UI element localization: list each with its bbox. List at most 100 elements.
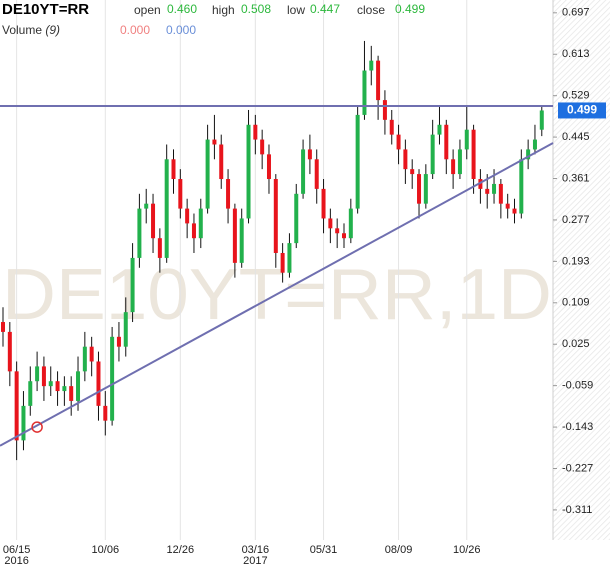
candle-body: [532, 139, 537, 150]
candle-body: [144, 203, 149, 209]
candle-body: [335, 228, 340, 234]
candle-body: [62, 386, 67, 392]
volume-value: 0.000: [120, 23, 150, 37]
candle-body: [7, 331, 12, 372]
x-year-label: 2017: [243, 555, 267, 567]
candle-body: [130, 257, 135, 313]
candle-body: [519, 159, 524, 214]
candle-body: [110, 336, 115, 421]
candle-body: [301, 149, 306, 194]
candle-body: [96, 361, 101, 406]
candle-body: [328, 218, 333, 229]
candle-body: [171, 159, 176, 180]
candle-body: [294, 193, 299, 244]
axis-background: [553, 0, 610, 540]
candle-body: [28, 381, 33, 406]
candle-body: [191, 223, 196, 239]
candle-body: [362, 70, 367, 115]
y-tick-label: -0.227: [562, 462, 593, 474]
candle-body: [403, 149, 408, 170]
candle-body: [321, 188, 326, 219]
candle-body: [471, 129, 476, 180]
y-tick-label: 0.529: [562, 90, 590, 102]
candle-body: [505, 203, 510, 209]
candle-body: [437, 124, 442, 135]
x-tick-label: 06/15: [3, 544, 31, 556]
volume-label: Volume (9): [2, 23, 60, 37]
candle-body: [157, 238, 162, 258]
volume-param: (9): [45, 23, 60, 37]
symbol: DE10YT=RR: [2, 1, 89, 18]
candle-body: [273, 179, 278, 253]
field-value: 0.499: [395, 2, 425, 16]
volume-name: Volume: [2, 23, 42, 37]
candle-body: [478, 179, 483, 189]
y-tick-label: -0.143: [562, 421, 593, 433]
candle-body: [35, 366, 40, 382]
x-year-label: 2016: [4, 555, 28, 567]
last-price-box: [558, 102, 606, 119]
candle-body: [355, 114, 360, 209]
x-tick-label: 12/26: [167, 544, 195, 556]
candle-body: [253, 124, 258, 140]
candle-body: [116, 336, 121, 347]
candle-body: [103, 405, 108, 421]
x-tick-label: 10/26: [453, 544, 481, 556]
field-value: 0.447: [310, 2, 340, 16]
candle-body: [369, 60, 374, 71]
candle-body: [539, 110, 544, 130]
field-label: low: [287, 3, 305, 17]
candle-body: [123, 312, 128, 347]
field-label: open: [134, 3, 161, 17]
candle-body: [55, 381, 60, 392]
candle-body: [89, 346, 94, 362]
candle-body: [389, 119, 394, 135]
candle-body: [226, 179, 231, 209]
candle-body: [260, 139, 265, 155]
candle-body: [464, 129, 469, 150]
candle-body: [82, 346, 87, 372]
candle-body: [430, 134, 435, 175]
x-tick-label: 08/09: [385, 544, 413, 556]
x-tick-label: 05/31: [310, 544, 338, 556]
last-price-label: 0.499: [567, 103, 597, 117]
candle-body: [21, 405, 26, 441]
field-label: high: [212, 3, 235, 17]
y-tick-label: 0.025: [562, 338, 590, 350]
candle-body: [498, 183, 503, 204]
volume-value: 0.000: [166, 23, 196, 37]
candle-body: [457, 149, 462, 175]
candle-body: [410, 169, 415, 175]
y-tick-label: 0.697: [562, 7, 590, 19]
x-tick-label: 03/16: [242, 544, 270, 556]
field-value: 0.508: [241, 2, 271, 16]
candle-body: [205, 139, 210, 209]
x-tick-label: 10/06: [92, 544, 120, 556]
y-tick-label: 0.109: [562, 297, 590, 309]
candle-body: [307, 149, 312, 160]
candle-body: [48, 381, 53, 387]
candle-body: [485, 188, 490, 194]
candle-body: [348, 208, 353, 239]
trendline: [0, 142, 554, 447]
candle-body: [185, 208, 190, 224]
y-tick-label: 0.277: [562, 214, 590, 226]
candle-body: [396, 134, 401, 150]
candle-body: [219, 144, 224, 180]
candle-body: [151, 203, 156, 239]
field-label: close: [357, 3, 385, 17]
y-tick-label: 0.193: [562, 255, 590, 267]
candle-body: [14, 371, 19, 441]
candle-body: [382, 100, 387, 120]
candle-body: [239, 218, 244, 263]
candle-body: [266, 154, 271, 180]
candle-body: [512, 208, 517, 214]
candle-body: [198, 208, 203, 239]
candle-body: [492, 183, 497, 194]
candle-body: [417, 174, 422, 204]
candle-body: [178, 179, 183, 209]
candle-body: [212, 139, 217, 145]
candle-body: [246, 124, 251, 219]
candle-body: [444, 124, 449, 160]
